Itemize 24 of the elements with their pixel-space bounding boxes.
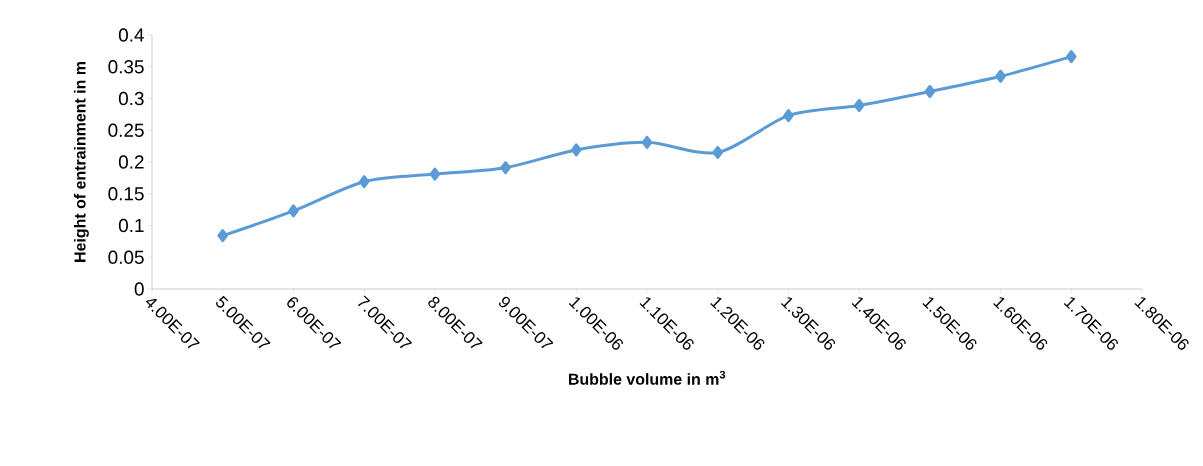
point — [853, 98, 865, 112]
point — [217, 229, 228, 243]
point — [429, 167, 441, 181]
y-tick-label: 0 — [134, 282, 144, 296]
y-axis-title: Height of entrainment in m — [73, 62, 89, 262]
point — [500, 161, 511, 175]
y-tick-label: 0.4 — [118, 28, 144, 42]
point — [358, 175, 370, 189]
point — [995, 69, 1006, 83]
y-tick-label: 0.35 — [108, 60, 144, 74]
y-tick-label: 0.2 — [118, 155, 144, 169]
x-axis-title: Bubble volume in m$^{3}$ — [568, 370, 726, 385]
point — [1066, 50, 1077, 64]
y-tick-label: 0.05 — [108, 250, 144, 264]
y-tick-label: 0.3 — [118, 91, 144, 106]
point — [571, 143, 582, 157]
y-tick-label: 0.15 — [108, 187, 144, 201]
y-tick-label: 0.1 — [118, 218, 144, 233]
y-tick-label: 0.25 — [108, 123, 144, 137]
point — [712, 145, 723, 159]
point — [783, 109, 794, 123]
point — [288, 204, 299, 218]
point — [924, 85, 936, 99]
point — [641, 135, 653, 149]
